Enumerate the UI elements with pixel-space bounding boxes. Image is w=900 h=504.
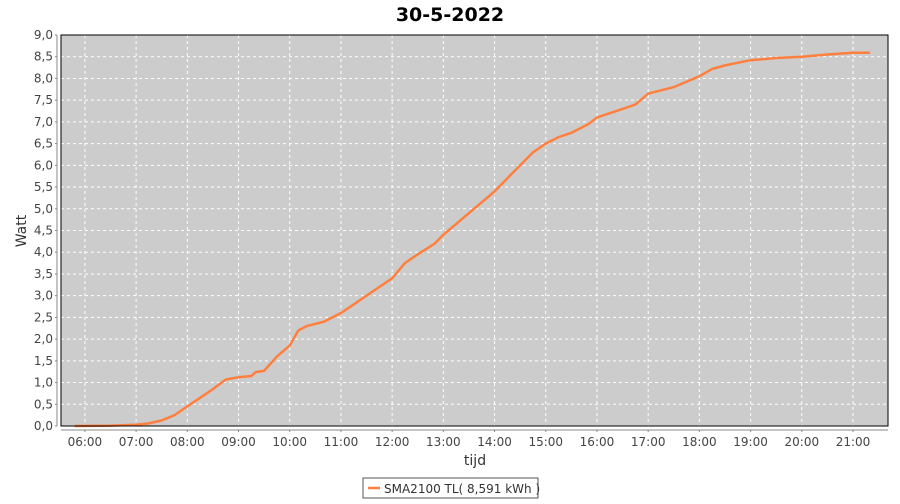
y-tick-label: 7,0: [34, 115, 53, 129]
y-tick-label: 8,5: [34, 50, 53, 64]
y-tick-label: 0,5: [34, 397, 53, 411]
x-tick-label: 19:00: [733, 435, 768, 449]
chart-title: 30-5-2022: [396, 4, 504, 26]
y-tick-label: 0,0: [34, 419, 53, 433]
x-tick-label: 06:00: [68, 435, 103, 449]
y-tick-label: 4,5: [34, 224, 53, 238]
y-tick-label: 1,0: [34, 376, 53, 390]
y-tick-label: 5,0: [34, 202, 53, 216]
x-tick-label: 07:00: [119, 435, 154, 449]
y-tick-label: 4,0: [34, 245, 53, 259]
y-tick-label: 2,5: [34, 310, 53, 324]
x-tick-label: 09:00: [221, 435, 256, 449]
y-tick-label: 2,0: [34, 332, 53, 346]
x-tick-label: 16:00: [580, 435, 615, 449]
y-tick-label: 7,5: [34, 93, 53, 107]
x-tick-label: 18:00: [682, 435, 717, 449]
x-tick-label: 10:00: [272, 435, 307, 449]
x-tick-label: 17:00: [631, 435, 666, 449]
y-tick-label: 1,5: [34, 354, 53, 368]
y-tick-label: 3,0: [34, 289, 53, 303]
y-tick-label: 6,5: [34, 137, 53, 151]
x-tick-label: 15:00: [528, 435, 563, 449]
x-tick-label: 12:00: [375, 435, 410, 449]
y-tick-label: 3,5: [34, 267, 53, 281]
x-tick-label: 21:00: [836, 435, 871, 449]
x-axis-label: tijd: [464, 453, 486, 469]
x-tick-label: 08:00: [170, 435, 205, 449]
x-tick-label: 14:00: [477, 435, 512, 449]
y-tick-label: 6,0: [34, 158, 53, 172]
y-axis-label: Watt: [14, 214, 30, 247]
legend-label: SMA2100 TL( 8,591 kWh ): [384, 482, 540, 496]
x-tick-label: 13:00: [426, 435, 461, 449]
series-line: [74, 51, 871, 428]
legend: SMA2100 TL( 8,591 kWh ): [362, 477, 540, 499]
legend-box: [362, 477, 539, 499]
x-tick-label: 20:00: [785, 435, 820, 449]
y-tick-label: 9,0: [34, 28, 53, 42]
y-tick-label: 8,0: [34, 71, 53, 85]
y-tick-label: 5,5: [34, 180, 53, 194]
plot-border: [60, 34, 889, 427]
x-tick-label: 11:00: [324, 435, 359, 449]
